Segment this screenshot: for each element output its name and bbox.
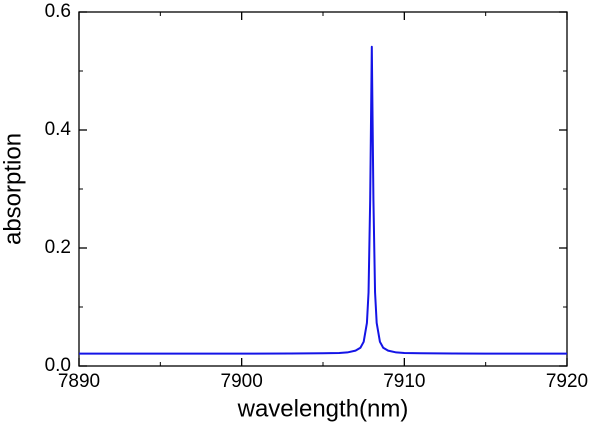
x-tick-label: 7890 xyxy=(58,371,100,392)
x-tick-label: 7900 xyxy=(221,371,263,392)
x-tick-label: 7910 xyxy=(383,371,425,392)
y-tick-label: 0.2 xyxy=(45,237,71,258)
y-tick-label: 0.6 xyxy=(45,1,71,22)
y-tick-label: 0.4 xyxy=(45,119,72,140)
y-tick-label: 0.0 xyxy=(45,355,71,376)
x-tick-label: 7920 xyxy=(546,371,588,392)
x-axis-label: wavelength(nm) xyxy=(237,395,409,422)
plot-frame xyxy=(78,11,568,367)
y-axis-label: absorption xyxy=(0,133,26,245)
data-line xyxy=(79,45,567,355)
